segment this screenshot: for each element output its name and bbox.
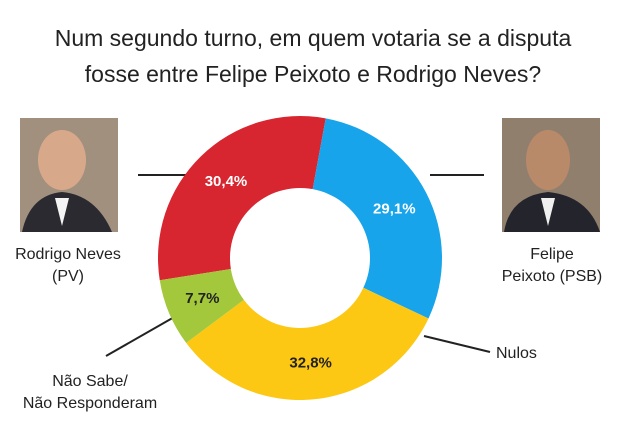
donut-slice [159,268,244,343]
category-label: Peixoto (PSB) [502,268,602,285]
category-label: Não Sabe/ [52,373,128,390]
leader-lines [105,174,491,357]
donut-slice [186,287,429,400]
donut-slice [312,118,443,319]
category-label: Nulos [496,345,537,362]
category-label: Não Responderam [23,395,157,412]
chart-title: Num segundo turno, em quem votaria se a … [55,25,572,51]
chart-title: fosse entre Felipe Peixoto e Rodrigo Nev… [85,61,541,87]
value-label: 7,7% [185,290,219,307]
category-label: (PV) [52,268,84,285]
category-label: Felipe [530,246,574,263]
category-label: Rodrigo Neves [15,246,121,263]
photo-left [20,118,118,232]
photo-right [502,118,600,232]
value-label: 30,4% [205,173,248,190]
donut-slice [158,115,326,281]
value-label: 32,8% [289,354,332,371]
donut [158,115,443,400]
value-label: 29,1% [373,201,416,218]
